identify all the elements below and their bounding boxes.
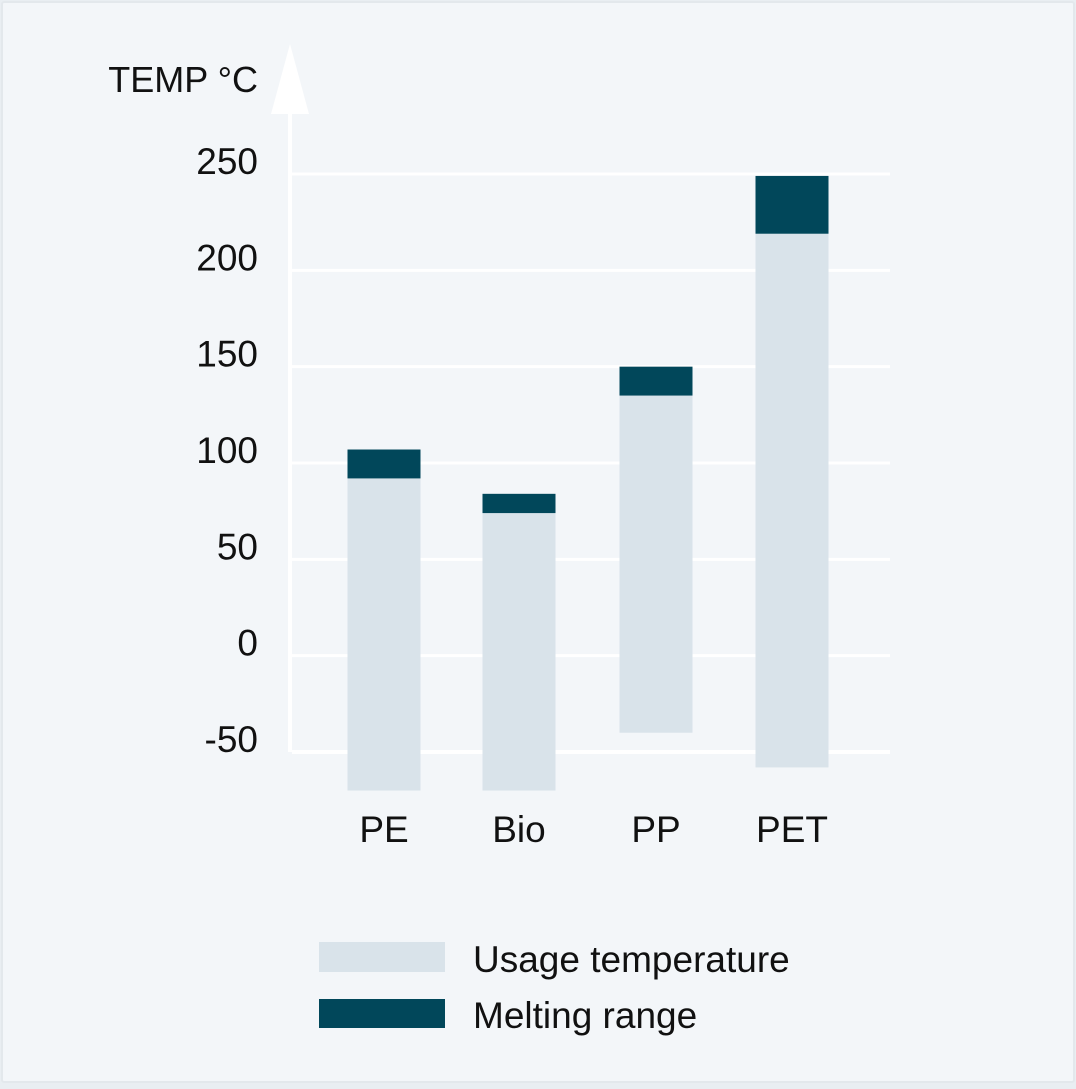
y-tick-label: 200: [196, 237, 258, 278]
x-tick-labels: PE Bio PP PET: [359, 809, 828, 850]
x-tick-label-pp: PP: [631, 809, 680, 850]
usage-bar-pe: [347, 478, 421, 791]
y-axis-title: TEMP °C: [108, 59, 258, 100]
legend-swatch-usage: [319, 942, 445, 972]
legend-label-melting: Melting range: [473, 995, 697, 1036]
usage-bar-pp: [619, 395, 693, 733]
y-tick-label: 250: [196, 141, 258, 182]
y-tick-label: 0: [237, 623, 258, 664]
x-tick-label-bio: Bio: [492, 809, 545, 850]
y-tick-labels: 250 200 150 100 50 0 -50: [196, 141, 258, 760]
y-tick-label: 50: [217, 526, 258, 567]
melting-bar-pp: [619, 366, 693, 396]
melting-bar-bio: [482, 493, 556, 514]
x-tick-label-pe: PE: [359, 809, 408, 850]
bars: [347, 175, 829, 791]
usage-bar-bio: [482, 513, 556, 791]
usage-bar-pet: [755, 233, 829, 768]
legend: Usage temperature Melting range: [319, 939, 790, 1036]
y-tick-label: 100: [196, 430, 258, 471]
melting-bar-pet: [755, 175, 829, 234]
y-axis-arrow: [271, 44, 309, 114]
legend-label-usage: Usage temperature: [473, 939, 790, 980]
y-tick-label: -50: [205, 719, 258, 760]
x-tick-label-pet: PET: [756, 809, 828, 850]
y-tick-label: 150: [196, 334, 258, 375]
legend-swatch-melting: [319, 999, 445, 1028]
melting-bar-pe: [347, 449, 421, 479]
